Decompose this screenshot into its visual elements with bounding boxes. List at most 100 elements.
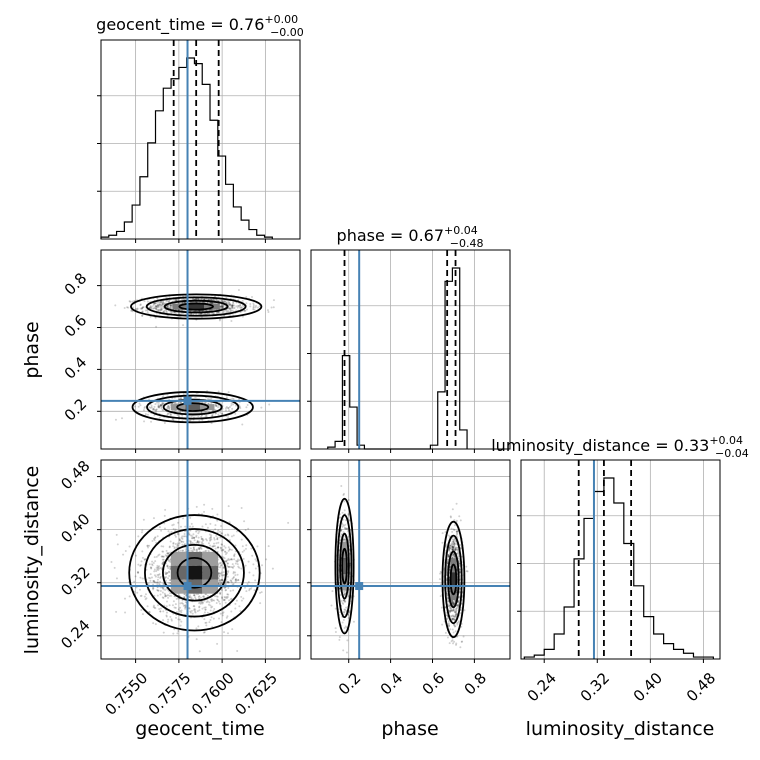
sample-point: [146, 300, 149, 303]
ylabel-luminosity-distance: luminosity_distance: [21, 466, 43, 655]
sample-point: [447, 622, 450, 625]
sample-point: [168, 582, 171, 585]
sample-point: [128, 300, 131, 303]
sample-point: [152, 622, 155, 625]
sample-point: [165, 615, 168, 618]
sample-point: [238, 605, 241, 608]
panel-frame: [100, 39, 301, 240]
sample-point: [231, 303, 234, 306]
sample-point: [228, 558, 231, 561]
sample-point: [153, 606, 156, 609]
sample-point: [153, 306, 156, 309]
sample-point: [344, 608, 347, 611]
sample-point: [116, 543, 119, 546]
sample-point: [252, 302, 255, 305]
sample-point: [342, 618, 345, 621]
sample-point: [343, 599, 346, 602]
sample-point: [141, 550, 144, 553]
sample-point: [190, 597, 193, 600]
sample-point: [167, 306, 170, 309]
sample-point: [182, 604, 185, 607]
sample-point: [164, 554, 167, 557]
sample-point: [446, 555, 449, 558]
sample-point: [452, 544, 455, 547]
sample-point: [219, 582, 222, 585]
sample-point: [450, 614, 453, 617]
sample-point: [241, 315, 244, 318]
sample-point: [157, 309, 160, 312]
sample-point: [220, 305, 223, 308]
sample-point: [348, 611, 351, 614]
sample-point: [157, 404, 160, 407]
sample-point: [243, 520, 246, 523]
sample-point: [222, 611, 225, 614]
sample-point: [154, 316, 157, 319]
sample-point: [229, 303, 232, 306]
sample-point: [182, 540, 185, 543]
sample-point: [142, 409, 145, 412]
sample-point: [121, 417, 124, 420]
sample-point: [448, 625, 451, 628]
sample-point: [453, 543, 456, 546]
sample-point: [167, 552, 170, 555]
injection-marker: [183, 582, 192, 591]
sample-point: [217, 546, 220, 549]
sample-point: [177, 521, 180, 524]
sample-point: [203, 411, 206, 414]
sample-point: [154, 305, 157, 308]
sample-point: [216, 642, 219, 645]
sample-point: [183, 532, 186, 535]
sample-point: [161, 402, 164, 405]
sample-point: [199, 547, 202, 550]
sample-point: [159, 610, 162, 613]
sample-point: [188, 606, 191, 609]
sample-point: [149, 573, 152, 576]
sample-point: [454, 611, 457, 614]
sample-point: [451, 601, 454, 604]
sample-point: [162, 610, 165, 613]
sample-point: [144, 413, 147, 416]
sample-point: [188, 607, 191, 610]
sample-point: [250, 547, 253, 550]
sample-point: [227, 549, 230, 552]
sample-point: [456, 604, 459, 607]
sample-point: [167, 412, 170, 415]
sample-point: [183, 596, 186, 599]
sample-point: [228, 302, 231, 305]
sample-point: [241, 545, 244, 548]
sample-point: [188, 594, 191, 597]
sample-point: [182, 298, 185, 301]
sample-point: [455, 530, 458, 533]
sample-point: [452, 615, 455, 618]
sample-point: [215, 405, 218, 408]
sample-point: [141, 613, 144, 616]
contour-line: [339, 532, 350, 600]
sample-point: [449, 606, 452, 609]
sample-point: [200, 411, 203, 414]
sample-point: [191, 542, 194, 545]
sample-point: [198, 546, 201, 549]
sample-point: [178, 539, 181, 542]
sample-point: [342, 538, 345, 541]
sample-point: [454, 615, 457, 618]
sample-point: [162, 631, 165, 634]
sample-point: [162, 583, 165, 586]
sample-point: [241, 423, 244, 426]
sample-point: [452, 623, 455, 626]
sample-point: [176, 544, 179, 547]
sample-point: [205, 414, 208, 417]
sample-point: [348, 519, 351, 522]
sample-point: [451, 639, 454, 642]
sample-point: [251, 295, 254, 298]
sample-point: [224, 409, 227, 412]
sample-point: [456, 532, 459, 535]
sample-point: [222, 598, 225, 601]
sample-point: [155, 307, 158, 310]
sample-point: [171, 524, 174, 527]
sample-point: [222, 304, 225, 307]
sample-point: [457, 552, 460, 555]
density-cell: [199, 404, 215, 411]
sample-point: [143, 405, 146, 408]
sample-point: [451, 549, 454, 552]
sample-point: [170, 618, 173, 621]
